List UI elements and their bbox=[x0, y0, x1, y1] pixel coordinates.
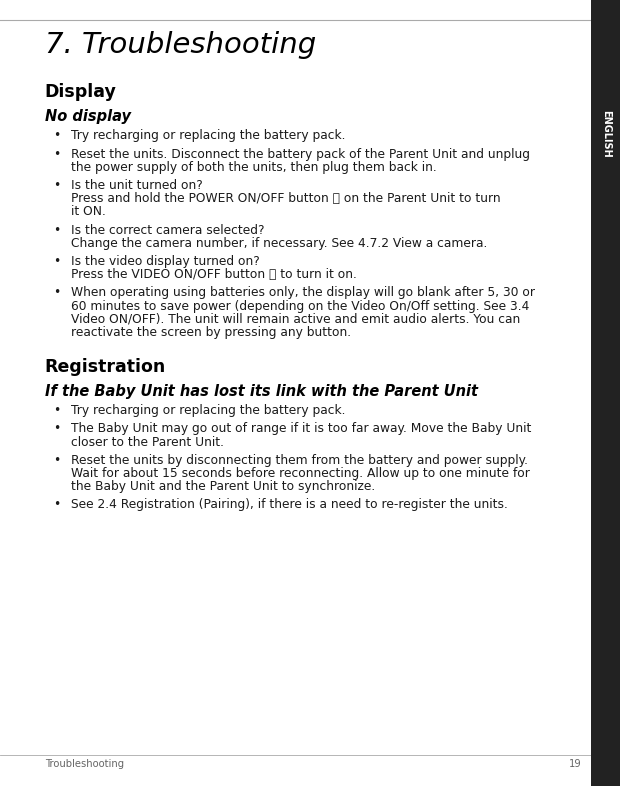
Text: Reset the units. Disconnect the battery pack of the Parent Unit and unplug: Reset the units. Disconnect the battery … bbox=[71, 148, 529, 160]
Text: ENGLISH: ENGLISH bbox=[601, 110, 611, 158]
Text: When operating using batteries only, the display will go blank after 5, 30 or: When operating using batteries only, the… bbox=[71, 286, 534, 299]
Text: Troubleshooting: Troubleshooting bbox=[45, 758, 124, 769]
Text: •: • bbox=[53, 454, 60, 467]
Text: Wait for about 15 seconds before reconnecting. Allow up to one minute for: Wait for about 15 seconds before reconne… bbox=[71, 467, 529, 480]
Text: The Baby Unit may go out of range if it is too far away. Move the Baby Unit: The Baby Unit may go out of range if it … bbox=[71, 422, 531, 435]
Text: 60 minutes to save power (depending on the Video On/Off setting. See 3.4: 60 minutes to save power (depending on t… bbox=[71, 299, 529, 313]
Text: •: • bbox=[53, 148, 60, 160]
Text: •: • bbox=[53, 286, 60, 299]
Text: Video ON/OFF). The unit will remain active and emit audio alerts. You can: Video ON/OFF). The unit will remain acti… bbox=[71, 313, 520, 326]
Text: Registration: Registration bbox=[45, 358, 166, 376]
Text: it ON.: it ON. bbox=[71, 205, 105, 219]
Text: •: • bbox=[53, 422, 60, 435]
Text: If the Baby Unit has lost its link with the Parent Unit: If the Baby Unit has lost its link with … bbox=[45, 384, 477, 399]
Text: Display: Display bbox=[45, 83, 117, 101]
Text: Reset the units by disconnecting them from the battery and power supply.: Reset the units by disconnecting them fr… bbox=[71, 454, 528, 467]
Text: Is the unit turned on?: Is the unit turned on? bbox=[71, 179, 202, 192]
Text: •: • bbox=[53, 224, 60, 237]
Text: •: • bbox=[53, 130, 60, 142]
Text: Try recharging or replacing the battery pack.: Try recharging or replacing the battery … bbox=[71, 130, 345, 142]
Text: the power supply of both the units, then plug them back in.: the power supply of both the units, then… bbox=[71, 161, 436, 174]
Text: Try recharging or replacing the battery pack.: Try recharging or replacing the battery … bbox=[71, 404, 345, 417]
Text: reactivate the screen by pressing any button.: reactivate the screen by pressing any bu… bbox=[71, 326, 351, 339]
Text: Change the camera number, if necessary. See 4.7.2 View a camera.: Change the camera number, if necessary. … bbox=[71, 237, 487, 250]
Text: See 2.4 Registration (Pairing), if there is a need to re-register the units.: See 2.4 Registration (Pairing), if there… bbox=[71, 498, 508, 512]
Text: •: • bbox=[53, 179, 60, 192]
Text: closer to the Parent Unit.: closer to the Parent Unit. bbox=[71, 435, 224, 449]
Text: 7. Troubleshooting: 7. Troubleshooting bbox=[45, 31, 316, 60]
Bar bbox=[591, 0, 620, 786]
Text: Is the video display turned on?: Is the video display turned on? bbox=[71, 255, 259, 268]
Text: the Baby Unit and the Parent Unit to synchronize.: the Baby Unit and the Parent Unit to syn… bbox=[71, 480, 375, 494]
Text: Press and hold the POWER ON/OFF button Ⓓ on the Parent Unit to turn: Press and hold the POWER ON/OFF button Ⓓ… bbox=[71, 193, 500, 205]
Text: •: • bbox=[53, 255, 60, 268]
Text: 19: 19 bbox=[569, 758, 582, 769]
Text: •: • bbox=[53, 404, 60, 417]
Text: No display: No display bbox=[45, 109, 131, 124]
Text: Is the correct camera selected?: Is the correct camera selected? bbox=[71, 224, 264, 237]
Text: •: • bbox=[53, 498, 60, 512]
Text: Press the VIDEO ON/OFF button ⓔ to turn it on.: Press the VIDEO ON/OFF button ⓔ to turn … bbox=[71, 268, 356, 281]
